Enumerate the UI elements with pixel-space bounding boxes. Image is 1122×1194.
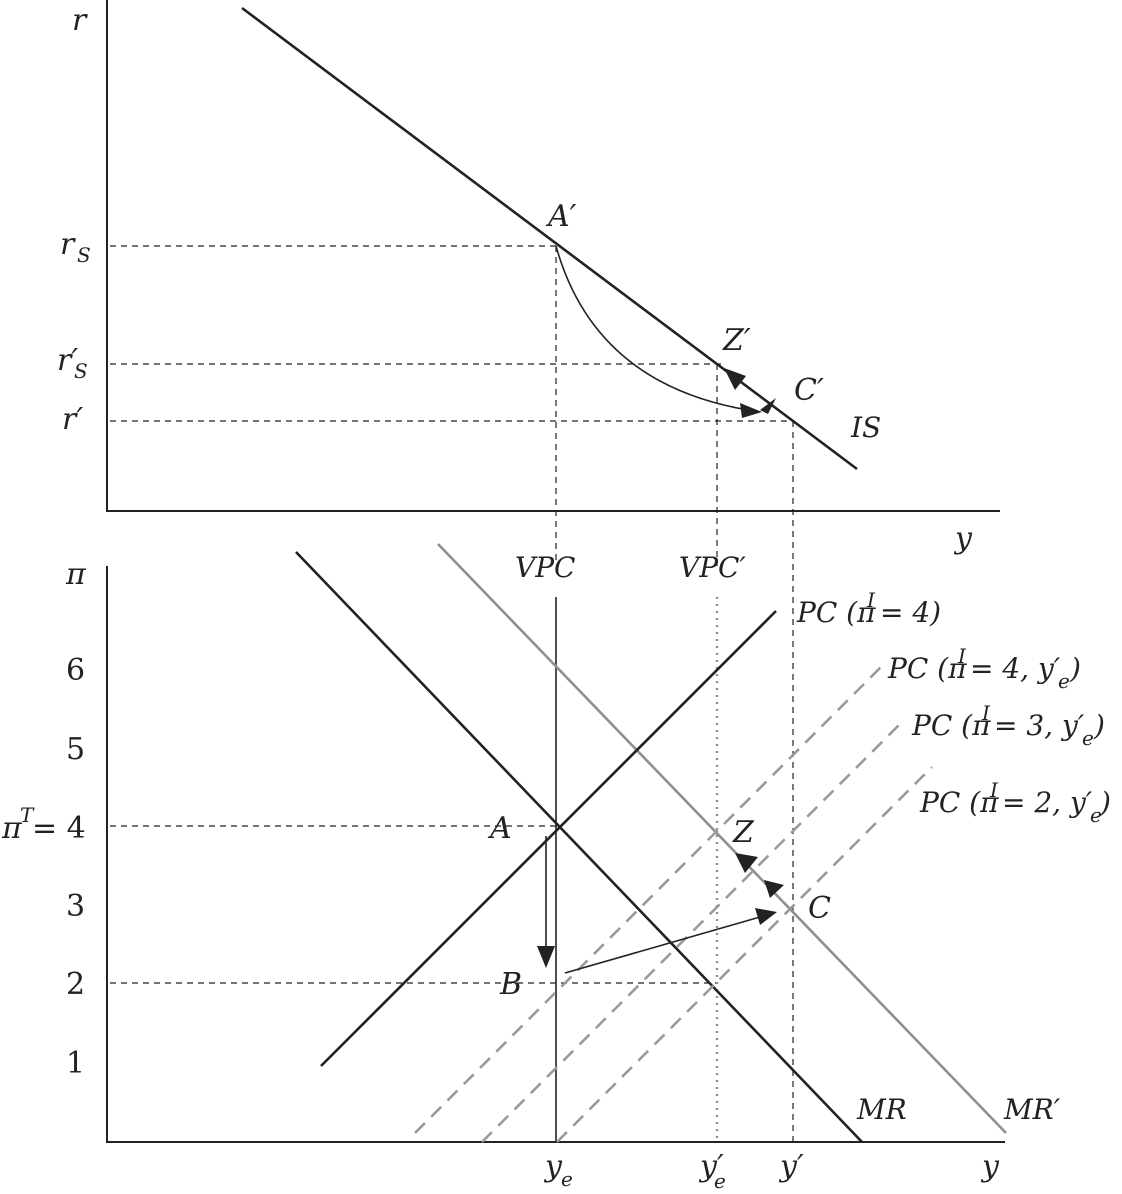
tick-pi-1: 1 — [66, 1046, 85, 1081]
svg-text:π: π — [1, 811, 23, 846]
vpc-prime-label: VPC′ — [679, 551, 746, 584]
top-panel: r y r S r′ S r′ IS A′ Z′ C′ — [57, 0, 1000, 556]
path-a-to-c-curve — [555, 245, 749, 411]
svg-text:r′: r′ — [62, 402, 83, 437]
svg-text:PC (π: PC (π — [887, 652, 967, 685]
svg-text:): ) — [1069, 652, 1081, 685]
svg-text:I: I — [981, 701, 991, 725]
arrowhead-to-b — [537, 946, 555, 968]
pc-inflation-4 — [320, 610, 777, 1067]
bottom-axes — [106, 566, 1005, 1143]
svg-text:= 4, y′: = 4, y′ — [970, 652, 1061, 685]
mr-label: MR — [856, 1093, 907, 1126]
tick-pi-2: 2 — [66, 967, 85, 1002]
svg-text:= 3, y′: = 3, y′ — [994, 709, 1085, 742]
mr-curve — [295, 551, 863, 1143]
svg-text:= 2, y′: = 2, y′ — [1002, 786, 1093, 819]
svg-text:S: S — [77, 243, 91, 267]
is-label: IS — [850, 411, 881, 444]
arrow-b-to-c-shaft — [564, 916, 761, 974]
point-a-label: A — [487, 811, 512, 846]
svg-text:T: T — [20, 803, 35, 827]
tick-pi-3: 3 — [66, 889, 85, 924]
top-axis-r-label: r — [72, 3, 88, 38]
tick-rs-prime: r′ S — [57, 343, 88, 383]
arrowhead-to-z-prime — [724, 368, 746, 390]
tick-pi-6: 6 — [66, 653, 85, 688]
mr-prime-curve — [437, 543, 1007, 1134]
vpc-label: VPC — [515, 551, 575, 584]
tick-rs: r S — [60, 227, 91, 267]
svg-text:I: I — [989, 778, 999, 802]
svg-text:PC (π: PC (π — [919, 786, 999, 819]
svg-text:= 4): = 4) — [880, 596, 941, 629]
svg-text:): ) — [1093, 709, 1105, 742]
tick-ye-prime: y′ e — [698, 1149, 726, 1193]
svg-text:PC (π: PC (π — [796, 596, 876, 629]
tick-r-prime: r′ — [62, 402, 83, 437]
tick-y-prime: y′ — [778, 1149, 804, 1184]
svg-text:y: y — [543, 1149, 563, 1184]
svg-text:I: I — [957, 644, 967, 668]
point-z-label: Z — [732, 815, 755, 850]
pc-label-2: PC (π I = 4, y′ e ) — [887, 644, 1081, 693]
arrowhead-c-prime-up — [760, 398, 776, 414]
svg-text:y′: y′ — [778, 1149, 804, 1184]
arrowhead-c-up — [764, 880, 784, 898]
bottom-panel: π y 6 5 π T = 4 3 2 1 y e y′ e y′ — [1, 246, 1111, 1193]
pc-inflation-4-new-ye — [414, 663, 885, 1134]
point-a-prime-label: A′ — [545, 199, 577, 234]
point-c-label: C — [808, 891, 831, 926]
pc-label-4: PC (π I = 2, y′ e ) — [919, 778, 1111, 827]
svg-text:e: e — [714, 1169, 726, 1193]
top-axis-y-label: y — [953, 521, 973, 556]
svg-text:= 4: = 4 — [32, 811, 86, 846]
tick-pi-5: 5 — [66, 732, 85, 767]
svg-text:e: e — [1090, 803, 1102, 827]
arrowhead-to-c-prime — [740, 403, 762, 418]
point-b-label: B — [499, 967, 522, 1002]
pc-label-3: PC (π I = 3, y′ e ) — [911, 701, 1105, 750]
svg-text:y′: y′ — [698, 1149, 724, 1184]
svg-text:S: S — [74, 359, 88, 383]
pc-inflation-2-new-ye — [556, 766, 933, 1143]
tick-pi-target: π T = 4 — [1, 803, 86, 846]
svg-text:r: r — [60, 227, 76, 262]
point-c-prime-label: C′ — [794, 373, 824, 408]
svg-text:e: e — [561, 1167, 573, 1191]
svg-text:e: e — [1058, 669, 1070, 693]
svg-text:e: e — [1082, 726, 1094, 750]
svg-text:r′: r′ — [57, 343, 78, 378]
bottom-axis-y-label: y — [980, 1149, 1000, 1184]
arrowhead-to-c — [755, 908, 777, 925]
point-z-prime-label: Z′ — [722, 323, 751, 358]
top-axes — [106, 0, 1000, 512]
bottom-axis-pi-label: π — [65, 557, 87, 592]
mr-prime-label: MR′ — [1003, 1093, 1061, 1126]
svg-text:I: I — [866, 588, 876, 612]
svg-text:PC (π: PC (π — [911, 709, 991, 742]
pc-inflation-3-new-ye — [481, 720, 904, 1143]
svg-text:): ) — [1099, 786, 1111, 819]
is-curve — [241, 6, 858, 471]
pc-label-1: PC (π I = 4) — [796, 588, 941, 629]
arrowhead-to-z — [735, 853, 758, 873]
tick-ye: y e — [543, 1149, 573, 1191]
